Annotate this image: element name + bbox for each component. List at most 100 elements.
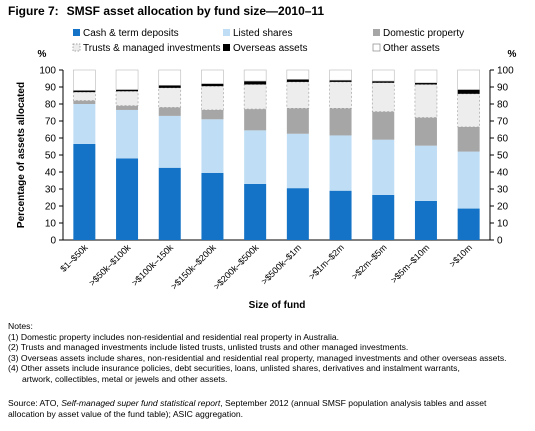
legend-item-domestic-property: Domestic property (373, 28, 464, 39)
y-tick-label-left: 100 (39, 66, 56, 77)
bar-other-assets-10m (457, 69, 480, 90)
y-tick-label-right: 30 (497, 185, 509, 196)
y-axis-label: Percentage of assets allocated (16, 82, 27, 228)
bar-trusts-managed-investments-150k-200k (201, 85, 224, 111)
bar-domestic-property-200k-500k (244, 109, 267, 131)
chart-bars (73, 69, 480, 240)
legend-item-overseas-assets: Overseas assets (223, 43, 307, 54)
legend-label-domestic-property: Domestic property (383, 28, 464, 39)
x-axis-label: Size of fund (249, 300, 306, 311)
legend-item-listed-shares: Listed shares (223, 28, 292, 39)
source-details-continued: allocation by asset value of the fund ta… (8, 408, 244, 419)
bar-stack-5m-10m (414, 69, 438, 240)
y-tick-label-right: 10 (497, 219, 509, 230)
legend-swatch-cash-term-deposits (73, 29, 80, 36)
legend-label-cash-term-deposits: Cash & term deposits (83, 28, 179, 39)
y-tick-label-right: 20 (497, 202, 509, 213)
y-tick-label-right: 90 (497, 83, 509, 94)
bar-stack-2m-5m (371, 69, 395, 240)
x-tick-label-50k-100k: >$50k–$100k (87, 242, 133, 288)
bar-stack-500k-1m (286, 69, 310, 240)
source-citation: Source: ATO, Self-managed super fund sta… (8, 398, 530, 419)
bar-stack-50k-100k (115, 69, 139, 240)
bar-overseas-assets-1m-2m (329, 80, 352, 82)
bar-stack-150k-200k (201, 69, 224, 240)
y-tick-label-right: 60 (497, 134, 509, 145)
y-tick-label-right: 0 (497, 236, 503, 247)
note-item-4: (4) Other assets include insurance polic… (8, 363, 460, 374)
bar-trusts-managed-investments-50k-100k (115, 90, 139, 106)
bar-listed-shares-10m (457, 151, 480, 209)
bar-trusts-managed-investments-10m (457, 93, 480, 128)
bar-cash-term-deposits-200k-500k (244, 183, 267, 240)
legend-swatch-overseas-assets (223, 44, 230, 51)
y-axis-unit-left: % (38, 49, 47, 60)
bar-other-assets-5m-10m (414, 69, 438, 84)
bar-trusts-managed-investments-2m-5m (371, 82, 395, 112)
figure-title: Figure 7: SMSF asset allocation by fund s… (8, 4, 324, 18)
bar-domestic-property-100k-150k (158, 107, 181, 116)
source-details: , September 2012 (annual SMSF population… (220, 398, 487, 408)
bar-overseas-assets-500k-1m (286, 79, 309, 82)
notes-heading: Notes: (8, 321, 33, 331)
bar-overseas-assets-1-50k (73, 90, 96, 93)
legend-label-trusts-managed-investments: Trusts & managed investments (83, 43, 220, 54)
bar-trusts-managed-investments-1m-2m (329, 81, 352, 109)
note-item-4-continued: artwork, collectibles, metal or jewels a… (22, 373, 228, 384)
y-tick-label-left: 50 (45, 151, 57, 162)
bar-cash-term-deposits-1-50k (73, 143, 96, 240)
bar-domestic-property-50k-100k (116, 105, 139, 110)
bar-other-assets-2m-5m (371, 69, 395, 82)
bar-trusts-managed-investments-5m-10m (414, 84, 438, 118)
y-tick-label-left: 90 (45, 83, 57, 94)
bar-listed-shares-1-50k (73, 104, 96, 144)
bar-other-assets-150k-200k (201, 69, 224, 84)
bar-other-assets-50k-100k (115, 69, 139, 90)
y-tick-label-left: 30 (45, 185, 57, 196)
bar-stack-100k-150k (158, 69, 182, 240)
bar-overseas-assets-100k-150k (158, 85, 181, 88)
bar-cash-term-deposits-500k-1m (286, 188, 309, 240)
source-prefix: Source: ATO, (8, 398, 62, 408)
bar-listed-shares-100k-150k (158, 115, 181, 168)
bar-domestic-property-500k-1m (286, 108, 309, 134)
source-report-title: Self-managed super fund statistical repo… (61, 398, 221, 408)
legend-item-cash-term-deposits: Cash & term deposits (73, 28, 179, 39)
bar-cash-term-deposits-5m-10m (414, 200, 437, 240)
bar-other-assets-1-50k (73, 69, 96, 91)
x-tick-label-2m-5m: >$2m–$5m (350, 242, 389, 281)
bar-stack-200k-500k (243, 69, 267, 240)
bar-overseas-assets-5m-10m (414, 82, 437, 85)
bar-overseas-assets-2m-5m (372, 81, 395, 83)
x-tick-label-500k-1m: >$500k–$1m (259, 242, 303, 286)
bar-trusts-managed-investments-200k-500k (243, 84, 267, 110)
y-tick-label-right: 50 (497, 151, 509, 162)
bar-cash-term-deposits-10m (457, 208, 480, 240)
bar-overseas-assets-50k-100k (116, 89, 139, 92)
x-tick-label-100k-150k: >$100k–150k (130, 242, 176, 288)
bar-listed-shares-50k-100k (116, 109, 139, 159)
y-tick-label-left: 20 (45, 202, 57, 213)
bar-trusts-managed-investments-500k-1m (286, 81, 310, 109)
bar-listed-shares-200k-500k (244, 130, 267, 184)
bar-trusts-managed-investments-100k-150k (158, 87, 182, 108)
bar-other-assets-100k-150k (158, 69, 182, 86)
bar-cash-term-deposits-1m-2m (329, 190, 352, 240)
legend-item-other-assets: Other assets (372, 43, 440, 54)
bar-stack-1-50k (73, 69, 96, 240)
y-tick-label-left: 40 (45, 168, 57, 179)
legend-swatch-listed-shares (223, 29, 230, 36)
figure-heading: SMSF asset allocation by fund size—2010–… (66, 4, 325, 18)
y-tick-label-right: 40 (497, 168, 509, 179)
bar-other-assets-200k-500k (243, 69, 267, 82)
bar-other-assets-500k-1m (286, 69, 310, 80)
bar-stack-1m-2m (329, 69, 352, 240)
bar-stack-10m (457, 69, 480, 240)
bar-listed-shares-5m-10m (414, 145, 437, 201)
legend-item-trusts-managed-investments: Trusts & managed investments (72, 43, 220, 54)
bar-cash-term-deposits-50k-100k (116, 158, 139, 240)
figure-label: Figure 7: (8, 4, 59, 18)
y-tick-label-left: 60 (45, 134, 57, 145)
bar-overseas-assets-150k-200k (201, 83, 224, 87)
bar-cash-term-deposits-150k-200k (201, 172, 224, 240)
